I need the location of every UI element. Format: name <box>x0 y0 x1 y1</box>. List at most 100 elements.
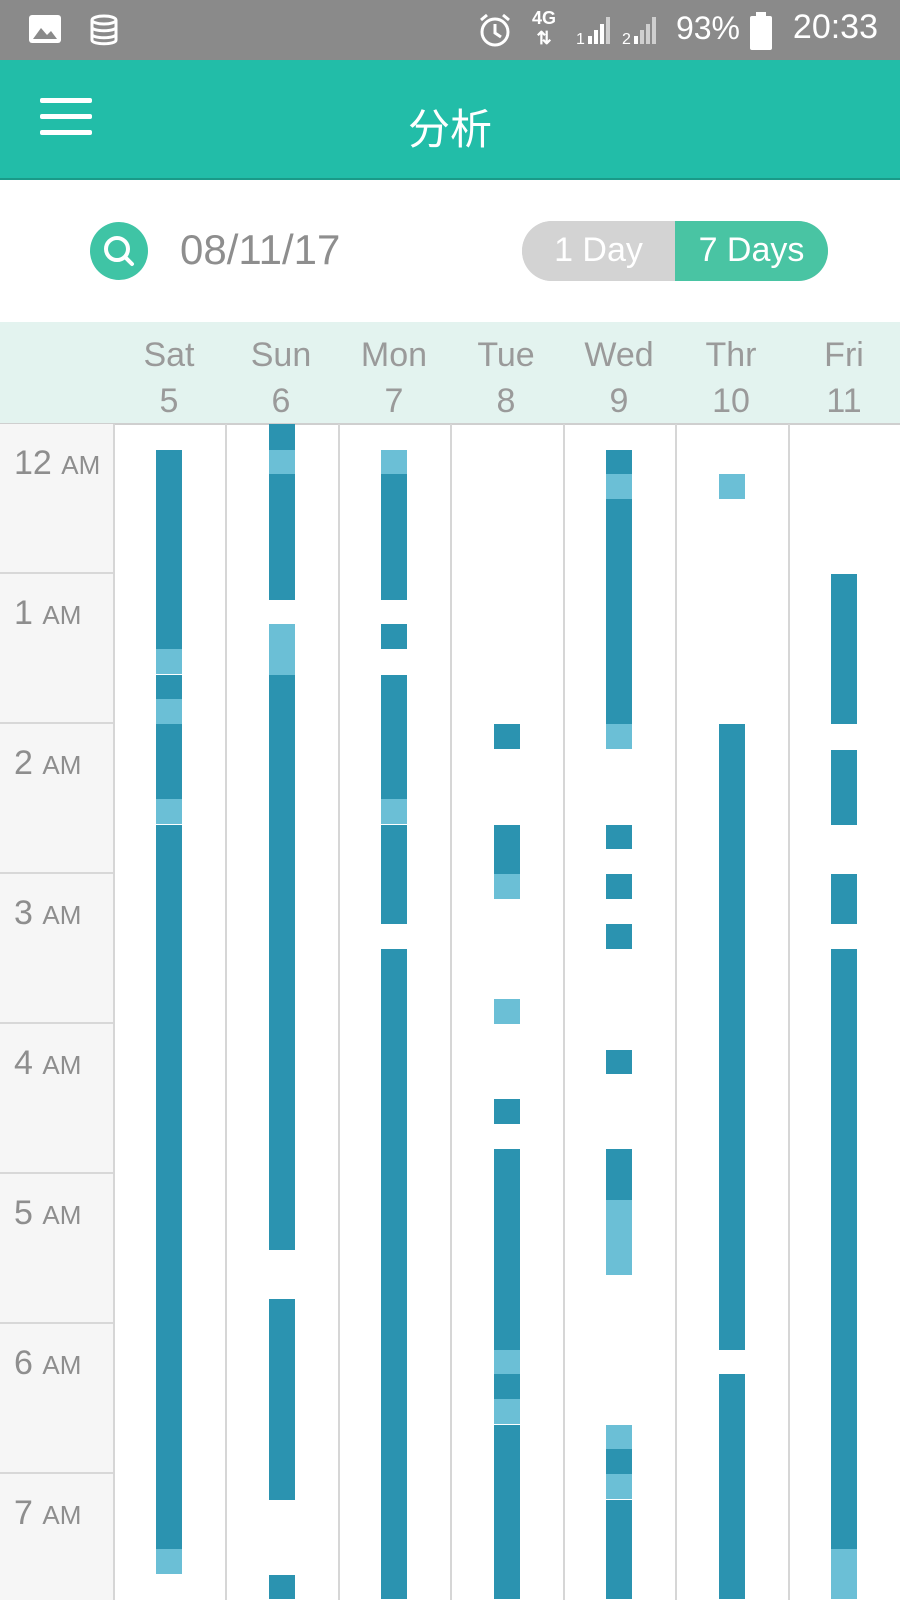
search-icon <box>104 236 134 266</box>
day-name: Sat <box>143 336 195 374</box>
day-name: Sun <box>250 336 312 374</box>
column-divider <box>225 424 227 1600</box>
day-header-wed: Wed 9 <box>563 332 675 424</box>
alarm-icon <box>476 12 514 52</box>
hour-number: 6 <box>14 1344 33 1382</box>
search-button[interactable] <box>90 222 148 280</box>
day-number: 8 <box>496 382 516 420</box>
light-sleep-segment <box>156 1549 182 1574</box>
deep-sleep-segment <box>606 450 632 474</box>
column-divider <box>338 424 340 1600</box>
deep-sleep-segment <box>269 675 295 1250</box>
image-icon <box>28 14 62 48</box>
hour-divider <box>0 872 113 874</box>
hour-suffix: AM <box>42 1050 82 1080</box>
day-number: 10 <box>712 382 750 420</box>
day-name: Tue <box>477 336 535 374</box>
deep-sleep-segment <box>494 825 520 875</box>
hour-number: 4 <box>14 1044 33 1082</box>
deep-sleep-segment <box>494 1149 520 1350</box>
range-toggle: 1 Day 7 Days <box>522 221 828 281</box>
hour-suffix: AM <box>42 900 82 930</box>
deep-sleep-segment <box>269 424 295 450</box>
clock-time: 20:33 <box>792 8 878 46</box>
hour-divider <box>0 1472 113 1474</box>
deep-sleep-segment <box>494 1099 520 1124</box>
day-name: Wed <box>584 336 654 374</box>
light-sleep-segment <box>606 474 632 499</box>
deep-sleep-segment <box>606 874 632 899</box>
light-sleep-segment <box>269 450 295 474</box>
day-header-tue: Tue 8 <box>450 332 562 424</box>
day-number: 9 <box>609 382 629 420</box>
light-sleep-segment <box>156 699 182 724</box>
light-sleep-segment <box>494 1399 520 1424</box>
deep-sleep-segment <box>606 499 632 724</box>
network-4g-icon: 4G ⇅ <box>532 8 557 48</box>
deep-sleep-segment <box>156 675 182 699</box>
hamburger-menu-icon[interactable] <box>40 98 92 138</box>
deep-sleep-segment <box>494 724 520 749</box>
hour-label-5am: 5 AM <box>14 1194 81 1233</box>
light-sleep-segment <box>831 1549 857 1599</box>
light-sleep-segment <box>156 649 182 674</box>
day-header-row: Sat 5 Sun 6 Mon 7 Tue 8 Wed 9 Thr 10 Fri… <box>0 322 900 425</box>
status-bar: 4G ⇅ 1 2 93% 20:33 <box>0 0 900 60</box>
day-name: Fri <box>824 336 864 374</box>
sim2-label: 2 <box>622 31 631 46</box>
hour-divider <box>0 1172 113 1174</box>
hour-suffix: AM <box>42 750 82 780</box>
date-display[interactable]: 08/11/17 <box>180 226 341 273</box>
deep-sleep-segment <box>606 1500 632 1599</box>
deep-sleep-segment <box>269 1299 295 1500</box>
signal-sim2-icon: 2 <box>622 14 662 50</box>
hour-label-1am: 1 AM <box>14 594 81 633</box>
light-sleep-segment <box>381 450 407 474</box>
column-divider <box>563 424 565 1600</box>
hour-label-12am: 12 AM <box>14 444 100 483</box>
light-sleep-segment <box>719 474 745 499</box>
network-type-label: 4G <box>532 8 557 28</box>
deep-sleep-segment <box>831 574 857 724</box>
database-icon <box>88 14 120 50</box>
sleep-timeline-grid: 12 AM 1 AM 2 AM 3 AM 4 AM 5 AM 6 AM 7 AM <box>0 424 900 1600</box>
deep-sleep-segment <box>381 825 407 924</box>
signal-sim1-icon: 1 <box>576 14 616 50</box>
deep-sleep-segment <box>831 750 857 825</box>
light-sleep-segment <box>381 799 407 824</box>
hour-label-2am: 2 AM <box>14 744 81 783</box>
battery-percent: 93% <box>675 10 740 46</box>
day-name: Thr <box>705 336 757 374</box>
light-sleep-segment <box>606 724 632 749</box>
column-divider <box>675 424 677 1600</box>
hour-suffix: AM <box>42 600 82 630</box>
hour-number: 7 <box>14 1494 33 1532</box>
deep-sleep-segment <box>381 949 407 1599</box>
deep-sleep-segment <box>269 1575 295 1599</box>
hour-number: 5 <box>14 1194 33 1232</box>
deep-sleep-segment <box>269 474 295 600</box>
day-header-sun: Sun 6 <box>225 332 337 424</box>
light-sleep-segment <box>606 1474 632 1499</box>
deep-sleep-segment <box>156 724 182 799</box>
hour-suffix: AM <box>42 1500 82 1530</box>
light-sleep-segment <box>606 1425 632 1449</box>
day-number: 6 <box>271 382 291 420</box>
deep-sleep-segment <box>494 1425 520 1599</box>
hour-number: 1 <box>14 594 33 632</box>
hour-suffix: AM <box>61 450 101 480</box>
deep-sleep-segment <box>606 825 632 849</box>
light-sleep-segment <box>269 624 295 675</box>
light-sleep-segment <box>606 1200 632 1275</box>
deep-sleep-segment <box>831 949 857 1549</box>
deep-sleep-segment <box>606 924 632 949</box>
column-divider <box>450 424 452 1600</box>
toggle-7-days[interactable]: 7 Days <box>675 221 828 281</box>
toggle-1-day[interactable]: 1 Day <box>522 221 675 281</box>
deep-sleep-segment <box>156 825 182 1550</box>
sim1-label: 1 <box>576 31 585 46</box>
deep-sleep-segment <box>381 675 407 800</box>
column-divider <box>788 424 790 1600</box>
day-header-mon: Mon 7 <box>338 332 450 424</box>
column-divider <box>113 424 115 1600</box>
